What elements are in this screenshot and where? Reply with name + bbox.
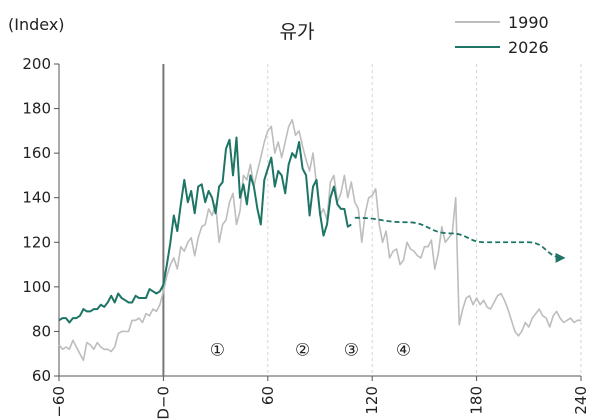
x-tick-label-4: 180 bbox=[468, 386, 486, 415]
annotation-4: ④ bbox=[396, 340, 411, 360]
y-tick-label-7: 200 bbox=[22, 55, 51, 73]
annotation-2: ② bbox=[295, 340, 310, 360]
y-tick-label-3: 120 bbox=[22, 233, 51, 251]
annotation-1: ① bbox=[210, 340, 225, 360]
forecast-arrow-line bbox=[354, 216, 566, 263]
x-tick-labels: −60 D−0 60 120 180 240 bbox=[50, 386, 590, 419]
series-line-1990 bbox=[58, 118, 581, 362]
chart-title: 유가 bbox=[280, 21, 315, 43]
x-tick-label-3: 120 bbox=[363, 386, 381, 415]
annotation-3: ③ bbox=[344, 340, 359, 360]
y-tick-labels: 60 80 100 120 140 160 180 200 bbox=[22, 55, 51, 385]
y-tick-label-4: 140 bbox=[22, 189, 51, 207]
x-tick-label-1: D−0 bbox=[154, 386, 172, 419]
series-line-2026 bbox=[58, 136, 352, 324]
y-axis-label: (Index) bbox=[8, 15, 65, 34]
y-tick-label-2: 100 bbox=[22, 278, 51, 296]
gridlines bbox=[267, 64, 582, 376]
annotations: ① ② ③ ④ bbox=[210, 340, 411, 360]
legend: 1990 2026 bbox=[455, 13, 549, 57]
x-tick-label-2: 60 bbox=[259, 386, 277, 405]
y-tick-label-0: 60 bbox=[32, 367, 51, 385]
x-tick-label-5: 240 bbox=[572, 386, 590, 415]
series-lines bbox=[58, 118, 581, 362]
y-tick-label-1: 80 bbox=[32, 322, 51, 340]
x-tick-label-0: −60 bbox=[50, 386, 68, 418]
y-tick-label-6: 180 bbox=[22, 100, 51, 118]
legend-label-2026: 2026 bbox=[508, 38, 549, 57]
y-tick-label-5: 160 bbox=[22, 144, 51, 162]
axes bbox=[54, 63, 582, 381]
forecast-arrow bbox=[354, 216, 566, 263]
legend-label-1990: 1990 bbox=[508, 13, 549, 32]
